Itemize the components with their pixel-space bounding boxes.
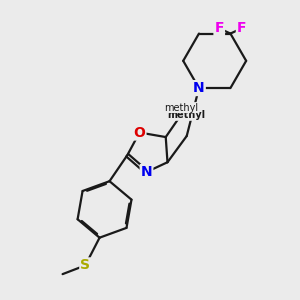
Text: methyl: methyl <box>164 103 199 112</box>
Text: O: O <box>134 125 146 140</box>
Text: N: N <box>141 165 152 179</box>
Text: S: S <box>80 258 90 272</box>
Text: F: F <box>237 21 246 35</box>
Text: F: F <box>214 21 224 35</box>
Text: N: N <box>193 81 205 95</box>
Text: methyl: methyl <box>167 110 205 120</box>
